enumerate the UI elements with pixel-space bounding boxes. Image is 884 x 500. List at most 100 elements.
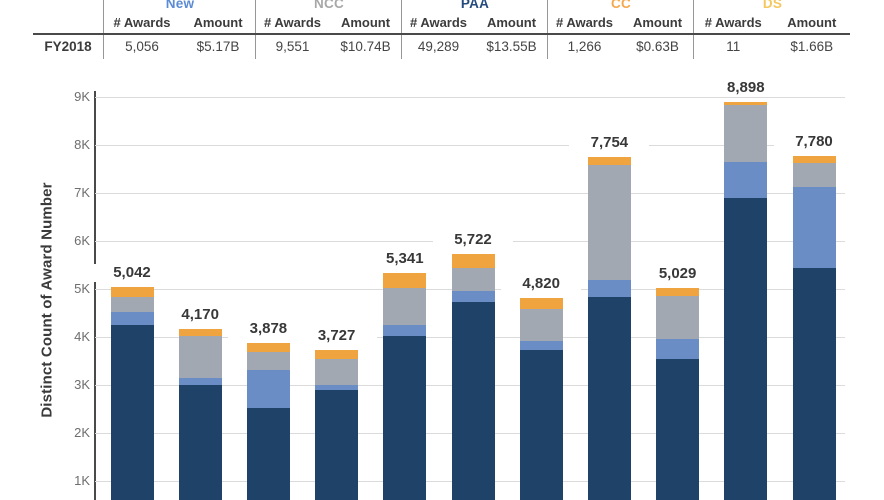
bar-segment-paa[interactable]	[724, 197, 768, 500]
group-name-label: DS	[762, 0, 783, 11]
awards-column-header: # Awards	[263, 15, 322, 30]
awards-column-header: # Awards	[704, 15, 762, 30]
y-axis-line	[94, 91, 96, 500]
bar-segment-ncc[interactable]	[519, 309, 563, 342]
bar-segment-cc[interactable]	[724, 101, 768, 105]
group-column-headers: # Awards Amount	[548, 13, 694, 32]
amount-column-header: Amount	[486, 15, 537, 30]
bar-segment-new[interactable]	[246, 369, 290, 409]
y-tick-label: 9K	[74, 89, 90, 104]
table-group-new: New # Awards Amount 5,056 $5.17B	[103, 0, 256, 59]
group-column-headers: # Awards Amount	[256, 13, 402, 32]
bar-segment-paa[interactable]	[383, 335, 427, 500]
amount-cell: $13.55B	[486, 39, 537, 54]
group-column-headers: # Awards Amount	[402, 13, 548, 32]
bar-segment-paa[interactable]	[110, 325, 154, 500]
table-group-paa: PAA # Awards Amount 49,289 $13.55B	[401, 0, 548, 59]
bar-segment-new[interactable]	[315, 384, 359, 390]
bar-segment-paa[interactable]	[178, 385, 222, 500]
table-group-cc: CC # Awards Amount 1,266 $0.63B	[547, 0, 694, 59]
y-tick-label: 1K	[74, 473, 90, 488]
y-tick-label: 2K	[74, 425, 90, 440]
bar-segment-ncc[interactable]	[724, 104, 768, 163]
group-name-label: NCC	[313, 0, 345, 11]
bar-segment-cc[interactable]	[110, 286, 154, 297]
awards-column-header: # Awards	[555, 15, 614, 30]
bar-total-label: 7,754	[569, 133, 650, 152]
bar-segment-ncc[interactable]	[315, 358, 359, 385]
amount-column-header: Amount	[193, 15, 243, 30]
bar-segment-ncc[interactable]	[656, 296, 700, 340]
bar-segment-ncc[interactable]	[451, 267, 495, 291]
fiscal-year-label: FY2018	[44, 39, 92, 54]
bar-segment-ncc[interactable]	[383, 288, 427, 326]
bar-segment-paa[interactable]	[451, 301, 495, 500]
awards-count-cell: 49,289	[417, 39, 460, 54]
bar-total-label: 8,898	[705, 78, 786, 97]
awards-count-cell: 9,551	[275, 39, 310, 54]
bar-segment-new[interactable]	[110, 312, 154, 325]
awards-column-header: # Awards	[113, 15, 171, 30]
y-tick-label: 4K	[74, 329, 90, 344]
y-tick-label: 6K	[74, 233, 90, 248]
y-tick-label: 7K	[74, 185, 90, 200]
bar-segment-new[interactable]	[656, 339, 700, 359]
group-name-label: CC	[610, 0, 632, 11]
bar-total-label: 5,029	[637, 264, 718, 283]
bar-segment-cc[interactable]	[792, 155, 836, 163]
bar-segment-new[interactable]	[451, 290, 495, 302]
gridline	[95, 193, 845, 194]
group-name-label: PAA	[460, 0, 490, 11]
bar-total-label: 3,727	[296, 327, 377, 346]
bar-segment-ncc[interactable]	[110, 296, 154, 313]
awards-count-cell: 1,266	[567, 39, 602, 54]
awards-column-header: # Awards	[409, 15, 468, 30]
table-group-ncc: NCC # Awards Amount 9,551 $10.74B	[255, 0, 402, 59]
awards-count-cell: 5,056	[125, 39, 159, 54]
amount-column-header: Amount	[340, 15, 391, 30]
bar-segment-cc[interactable]	[587, 156, 631, 165]
bar-segment-new[interactable]	[587, 279, 631, 298]
bar-segment-cc[interactable]	[656, 287, 700, 297]
y-tick-label: 8K	[74, 137, 90, 152]
bar-segment-cc[interactable]	[383, 272, 427, 289]
bar-segment-cc[interactable]	[315, 350, 359, 359]
bar-segment-cc[interactable]	[451, 254, 495, 268]
table-group-ds: DS # Awards Amount 11 $1.66B	[693, 0, 851, 59]
bar-segment-paa[interactable]	[656, 358, 700, 500]
bar-segment-new[interactable]	[383, 325, 427, 336]
group-values-row: 1,266 $0.63B	[548, 37, 694, 57]
bar-segment-paa[interactable]	[792, 267, 836, 500]
amount-cell: $10.74B	[340, 39, 391, 54]
bar-segment-ncc[interactable]	[178, 335, 222, 378]
bar-segment-paa[interactable]	[519, 350, 563, 500]
group-values-row: 9,551 $10.74B	[256, 37, 402, 57]
awards-count-cell: 11	[726, 39, 741, 54]
amount-column-header: Amount	[632, 15, 683, 30]
bar-total-label: 4,170	[160, 305, 241, 324]
bar-segment-paa[interactable]	[246, 408, 290, 500]
bar-total-label: 5,722	[433, 231, 513, 250]
y-tick-label: 5K	[74, 281, 90, 296]
bar-total-label: 7,780	[774, 132, 854, 151]
bar-segment-ncc[interactable]	[792, 162, 836, 187]
bar-segment-new[interactable]	[519, 341, 563, 351]
group-values-row: 5,056 $5.17B	[104, 37, 256, 57]
amount-column-header: Amount	[787, 15, 837, 30]
summary-table: FY2018 New # Awards Amount 5,056 $5.17B NCC # …	[33, 0, 850, 59]
bar-segment-cc[interactable]	[246, 342, 290, 353]
bar-segment-ncc[interactable]	[587, 164, 631, 280]
bar-segment-ncc[interactable]	[246, 352, 290, 370]
amount-cell: $0.63B	[636, 39, 679, 54]
bar-segment-new[interactable]	[724, 162, 768, 198]
bar-segment-cc[interactable]	[519, 297, 563, 310]
bar-segment-new[interactable]	[792, 186, 836, 268]
group-column-headers: # Awards Amount	[694, 13, 851, 32]
bar-segment-paa[interactable]	[315, 389, 359, 500]
bar-segment-cc[interactable]	[178, 328, 222, 336]
bar-segment-new[interactable]	[178, 377, 222, 385]
amount-cell: $1.66B	[790, 39, 834, 54]
table-header-underline	[33, 33, 850, 35]
bar-segment-paa[interactable]	[587, 297, 631, 500]
